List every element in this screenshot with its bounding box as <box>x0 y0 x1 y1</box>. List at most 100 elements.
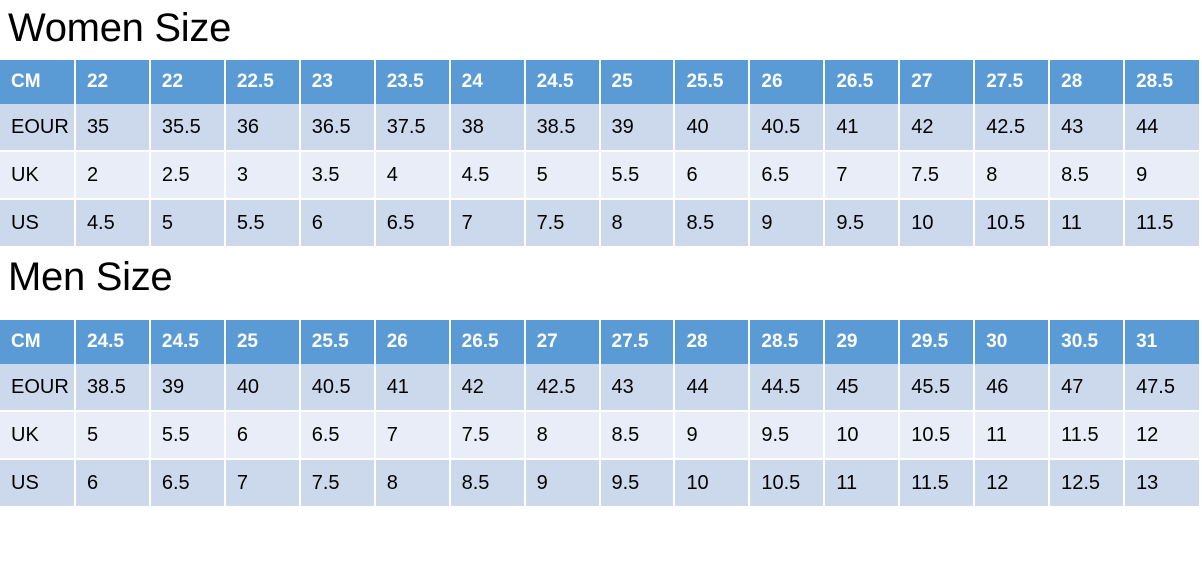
men-cell-0-1: 39 <box>149 364 226 412</box>
men-cell-0-0: 38.5 <box>74 364 151 412</box>
men-header-cell-7: 27 <box>524 320 601 364</box>
men-cell-0-10: 45 <box>824 364 901 412</box>
men-header-cell-2: 24.5 <box>149 320 226 364</box>
women-header-cell-8: 25 <box>599 60 676 104</box>
men-cell-2-7: 9.5 <box>599 459 676 506</box>
men-cell-2-12: 12 <box>974 459 1051 506</box>
men-cell-2-10: 11 <box>824 459 901 506</box>
table-row: EOUR 35 35.5 36 36.5 37.5 38 38.5 39 40 … <box>0 104 1199 152</box>
men-cell-0-2: 40 <box>224 364 301 412</box>
men-header-cell-4: 25.5 <box>299 320 376 364</box>
men-cell-2-13: 12.5 <box>1049 459 1126 506</box>
women-cell-0-5: 38 <box>449 104 526 152</box>
women-size-section-header: Women Size <box>0 0 1202 48</box>
men-header-cell-1: 24.5 <box>74 320 151 364</box>
men-header-cell-3: 25 <box>224 320 301 364</box>
women-header-cell-5: 23.5 <box>374 60 451 104</box>
women-cell-0-13: 43 <box>1049 104 1126 152</box>
women-cell-1-2: 3 <box>224 151 301 200</box>
women-cell-1-13: 8.5 <box>1049 151 1126 200</box>
women-cell-0-3: 36.5 <box>299 104 376 152</box>
men-cell-2-9: 10.5 <box>749 459 826 506</box>
men-cell-0-13: 47 <box>1049 364 1126 412</box>
men-cell-1-14: 12 <box>1124 411 1199 460</box>
table-row: UK 2 2.5 3 3.5 4 4.5 5 5.5 6 6.5 7 7.5 8… <box>0 151 1199 200</box>
women-cell-1-7: 5.5 <box>599 151 676 200</box>
men-header-cell-11: 29 <box>824 320 901 364</box>
women-cell-1-4: 4 <box>374 151 451 200</box>
men-cell-2-8: 10 <box>674 459 751 506</box>
women-cell-0-8: 40 <box>674 104 751 152</box>
women-cell-0-6: 38.5 <box>524 104 601 152</box>
men-cell-2-3: 7.5 <box>299 459 376 506</box>
women-header-cell-11: 26.5 <box>824 60 901 104</box>
women-cell-0-9: 40.5 <box>749 104 826 152</box>
men-header-cell-9: 28 <box>674 320 751 364</box>
men-header-row: CM 24.5 24.5 25 25.5 26 26.5 27 27.5 28 … <box>0 320 1199 364</box>
men-cell-1-7: 8.5 <box>599 411 676 460</box>
men-cell-1-8: 9 <box>674 411 751 460</box>
women-header-cell-14: 28 <box>1049 60 1126 104</box>
women-header-cell-10: 26 <box>749 60 826 104</box>
women-cell-1-8: 6 <box>674 151 751 200</box>
men-cell-0-6: 42.5 <box>524 364 601 412</box>
men-cell-0-9: 44.5 <box>749 364 826 412</box>
women-cell-2-0: 4.5 <box>74 199 151 246</box>
women-cell-1-0: 2 <box>74 151 151 200</box>
women-cell-1-3: 3.5 <box>299 151 376 200</box>
women-cell-1-6: 5 <box>524 151 601 200</box>
women-cell-2-9: 9 <box>749 199 826 246</box>
men-row-0-label: EOUR <box>0 364 76 412</box>
women-cell-0-1: 35.5 <box>149 104 226 152</box>
women-cell-1-14: 9 <box>1124 151 1199 200</box>
women-header-cell-7: 24.5 <box>524 60 601 104</box>
women-cell-1-1: 2.5 <box>149 151 226 200</box>
men-cell-0-11: 45.5 <box>899 364 976 412</box>
men-table-body: EOUR 38.5 39 40 40.5 41 42 42.5 43 44 44… <box>0 364 1199 506</box>
men-cell-1-11: 10.5 <box>899 411 976 460</box>
women-header-cell-3: 22.5 <box>224 60 301 104</box>
men-header-cell-15: 31 <box>1124 320 1199 364</box>
women-header-cell-9: 25.5 <box>674 60 751 104</box>
men-header-cell-0: CM <box>0 320 76 364</box>
women-row-1-label: UK <box>0 151 76 200</box>
men-size-title: Men Size <box>8 255 173 299</box>
men-cell-2-14: 13 <box>1124 459 1199 506</box>
women-header-cell-0: CM <box>0 60 76 104</box>
women-cell-0-12: 42.5 <box>974 104 1051 152</box>
women-cell-2-7: 8 <box>599 199 676 246</box>
women-cell-0-14: 44 <box>1124 104 1199 152</box>
women-size-table: CM 22 22 22.5 23 23.5 24 24.5 25 25.5 26… <box>0 60 1199 246</box>
men-cell-0-8: 44 <box>674 364 751 412</box>
men-cell-2-4: 8 <box>374 459 451 506</box>
men-cell-1-1: 5.5 <box>149 411 226 460</box>
women-header-cell-6: 24 <box>449 60 526 104</box>
women-header-row: CM 22 22 22.5 23 23.5 24 24.5 25 25.5 26… <box>0 60 1199 104</box>
men-cell-1-5: 7.5 <box>449 411 526 460</box>
women-cell-2-13: 11 <box>1049 199 1126 246</box>
women-cell-2-10: 9.5 <box>824 199 901 246</box>
men-cell-1-4: 7 <box>374 411 451 460</box>
women-cell-1-12: 8 <box>974 151 1051 200</box>
women-cell-2-4: 6.5 <box>374 199 451 246</box>
men-header-cell-8: 27.5 <box>599 320 676 364</box>
men-header-cell-12: 29.5 <box>899 320 976 364</box>
men-cell-2-11: 11.5 <box>899 459 976 506</box>
men-cell-1-10: 10 <box>824 411 901 460</box>
men-cell-0-4: 41 <box>374 364 451 412</box>
women-cell-0-4: 37.5 <box>374 104 451 152</box>
women-cell-2-11: 10 <box>899 199 976 246</box>
women-table-body: EOUR 35 35.5 36 36.5 37.5 38 38.5 39 40 … <box>0 104 1199 246</box>
women-cell-1-10: 7 <box>824 151 901 200</box>
men-header-cell-5: 26 <box>374 320 451 364</box>
men-cell-1-6: 8 <box>524 411 601 460</box>
women-cell-0-10: 41 <box>824 104 901 152</box>
women-cell-2-2: 5.5 <box>224 199 301 246</box>
women-cell-2-3: 6 <box>299 199 376 246</box>
men-cell-2-1: 6.5 <box>149 459 226 506</box>
women-header-cell-15: 28.5 <box>1124 60 1199 104</box>
men-row-1-label: UK <box>0 411 76 460</box>
men-header-cell-6: 26.5 <box>449 320 526 364</box>
men-cell-2-6: 9 <box>524 459 601 506</box>
